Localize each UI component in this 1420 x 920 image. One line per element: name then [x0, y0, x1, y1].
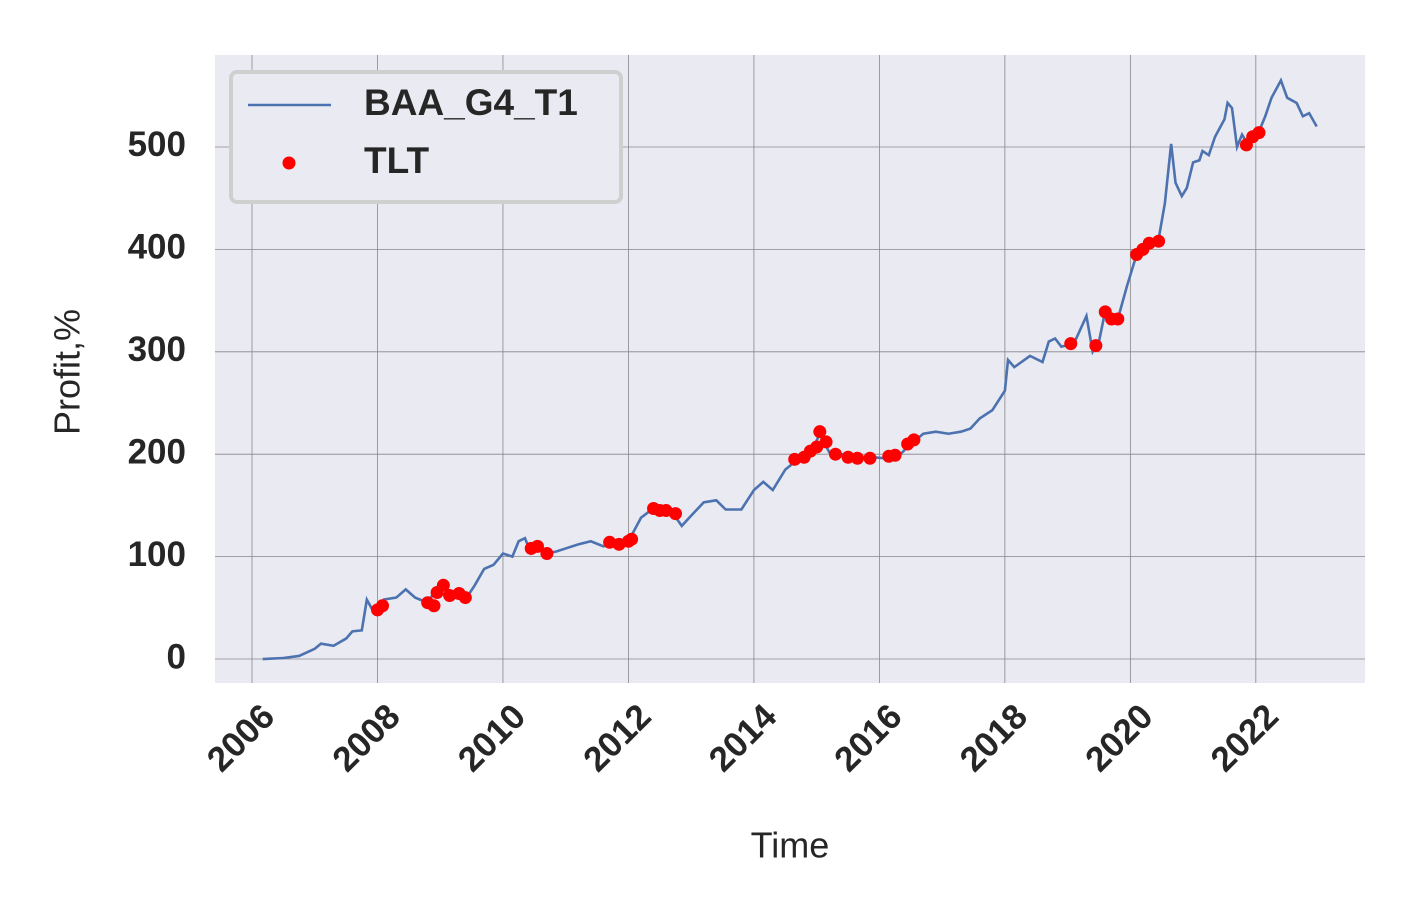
y-tick-label: 200 — [128, 432, 186, 471]
scatter-point — [625, 532, 639, 546]
legend-label: TLT — [364, 140, 429, 181]
y-tick-label: 100 — [128, 535, 186, 574]
y-axis-label: Profit,% — [47, 309, 88, 435]
scatter-point — [427, 599, 441, 613]
legend-label: BAA_G4_T1 — [364, 82, 578, 123]
x-tick-label: 2020 — [1078, 697, 1161, 780]
scatter-point — [376, 599, 390, 613]
scatter-point — [1152, 234, 1166, 248]
x-tick-label: 2012 — [576, 697, 659, 780]
x-tick-label: 2006 — [200, 697, 283, 780]
scatter-point — [813, 425, 827, 439]
scatter-point — [1064, 337, 1078, 351]
y-tick-label: 400 — [128, 228, 186, 267]
scatter-point — [828, 447, 842, 461]
y-tick-label: 500 — [128, 125, 186, 164]
x-tick-label: 2018 — [952, 697, 1035, 780]
scatter-point — [888, 448, 902, 462]
scatter-point — [1111, 312, 1125, 326]
scatter-point — [1252, 126, 1266, 140]
scatter-point — [669, 507, 683, 521]
x-tick-label: 2016 — [827, 697, 910, 780]
scatter-point — [540, 547, 554, 561]
scatter-point — [458, 591, 472, 605]
scatter-point — [1089, 339, 1103, 353]
scatter-point — [907, 433, 921, 447]
legend-dot — [282, 156, 296, 170]
scatter-point — [436, 578, 450, 592]
x-tick-label: 2008 — [325, 697, 408, 780]
y-tick-label: 300 — [128, 330, 186, 369]
x-tick-label: 2022 — [1203, 697, 1286, 780]
x-tick-label: 2010 — [451, 697, 534, 780]
scatter-point — [819, 435, 833, 449]
scatter-point — [841, 450, 855, 464]
scatter-point — [850, 451, 864, 465]
y-tick-label: 0 — [167, 637, 186, 676]
x-tick-label: 2014 — [701, 696, 784, 779]
scatter-point — [530, 539, 544, 553]
scatter-point — [863, 451, 877, 465]
x-axis-label: Time — [751, 825, 830, 866]
